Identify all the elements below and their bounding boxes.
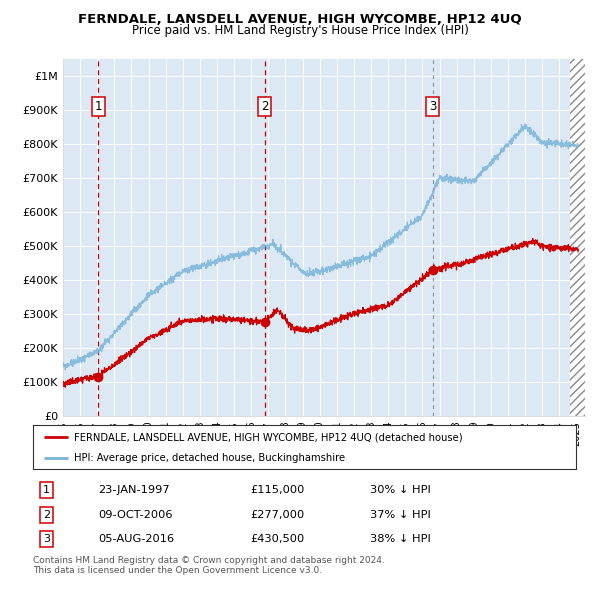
Text: Contains HM Land Registry data © Crown copyright and database right 2024.
This d: Contains HM Land Registry data © Crown c… [33,556,385,575]
Text: 09-OCT-2006: 09-OCT-2006 [98,510,173,520]
Text: 1: 1 [95,100,102,113]
Text: 30% ↓ HPI: 30% ↓ HPI [370,486,431,495]
Text: 1: 1 [43,486,50,495]
Text: FERNDALE, LANSDELL AVENUE, HIGH WYCOMBE, HP12 4UQ: FERNDALE, LANSDELL AVENUE, HIGH WYCOMBE,… [78,13,522,26]
Text: 3: 3 [43,535,50,545]
Text: 37% ↓ HPI: 37% ↓ HPI [370,510,431,520]
Text: 3: 3 [429,100,436,113]
Text: 23-JAN-1997: 23-JAN-1997 [98,486,170,495]
Text: 2: 2 [43,510,50,520]
Text: £430,500: £430,500 [250,535,304,545]
Text: FERNDALE, LANSDELL AVENUE, HIGH WYCOMBE, HP12 4UQ (detached house): FERNDALE, LANSDELL AVENUE, HIGH WYCOMBE,… [74,432,463,442]
Text: 2: 2 [261,100,268,113]
Text: 05-AUG-2016: 05-AUG-2016 [98,535,174,545]
Text: Price paid vs. HM Land Registry's House Price Index (HPI): Price paid vs. HM Land Registry's House … [131,24,469,37]
Text: £277,000: £277,000 [250,510,304,520]
Text: 38% ↓ HPI: 38% ↓ HPI [370,535,431,545]
Bar [571,59,585,416]
Text: HPI: Average price, detached house, Buckinghamshire: HPI: Average price, detached house, Buck… [74,453,345,463]
Text: £115,000: £115,000 [250,486,305,495]
